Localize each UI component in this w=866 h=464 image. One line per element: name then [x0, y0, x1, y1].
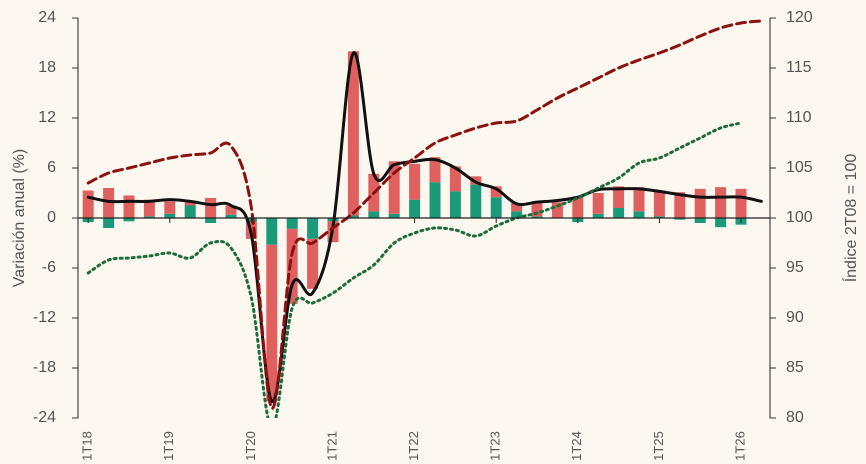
bar-segment: [388, 161, 400, 214]
bar-segment: [572, 196, 584, 218]
bar-segment: [592, 193, 604, 214]
bar-segment: [429, 157, 441, 183]
bar-segment: [266, 218, 278, 245]
y2-tick-label: 120: [786, 9, 813, 26]
y2-tick-label: 100: [786, 209, 813, 226]
y-tick-label: -24: [33, 409, 56, 426]
bar-segment: [347, 51, 359, 216]
bar-segment: [307, 238, 319, 289]
line-series: [86, 51, 763, 403]
bar-segment: [307, 218, 319, 239]
line-series: [86, 121, 743, 418]
line-series: [86, 19, 763, 410]
bar-segment: [653, 216, 665, 218]
bar-segment: [653, 190, 665, 217]
y2-tick-label: 105: [786, 159, 813, 176]
bar-segment: [205, 218, 217, 223]
bar-segment: [429, 182, 441, 218]
bar-segment: [633, 187, 645, 212]
bar-segment: [286, 218, 298, 229]
bar-segment: [449, 166, 461, 192]
bar-segment: [409, 163, 421, 200]
bar-segment: [531, 202, 543, 217]
x-tick-label: 1T22: [406, 431, 421, 461]
bar-segment: [511, 211, 523, 218]
bar-segment: [613, 208, 625, 218]
bar-segment: [225, 214, 237, 218]
bar-segment: [388, 213, 400, 218]
y-tick-label: 18: [38, 59, 56, 76]
x-tick-label: 1T18: [80, 431, 95, 461]
bar-segment: [490, 186, 502, 198]
bar-segment: [694, 188, 706, 218]
bar-segment: [613, 186, 625, 208]
y2-tick-label: 115: [786, 59, 812, 76]
x-tick-label: 1T25: [651, 431, 666, 461]
bar-segment: [143, 199, 155, 217]
bar-segment: [164, 201, 176, 214]
bar-segment: [184, 205, 196, 218]
bar-segment: [511, 203, 523, 212]
bar-segment: [205, 198, 217, 218]
bar-segment: [551, 202, 563, 218]
y-tick-label: 6: [47, 159, 56, 176]
bar-segment: [123, 218, 135, 222]
x-tick-label: 1T23: [488, 431, 503, 461]
bar-segment: [409, 199, 421, 218]
y2-tick-label: 80: [786, 409, 804, 426]
bar-segment: [103, 188, 115, 218]
y2-tick-label: 90: [786, 309, 804, 326]
y-tick-label: -6: [42, 259, 56, 276]
bar-segment: [286, 228, 298, 304]
y2-axis-label: Índice 2T08 = 100: [841, 154, 860, 283]
bar-segment: [143, 216, 155, 218]
bar-segment: [674, 218, 686, 220]
bar-segment: [694, 218, 706, 223]
x-tick-label: 1T24: [569, 431, 584, 461]
bar-segment: [633, 211, 645, 218]
x-tick-label: 1T26: [732, 431, 747, 461]
y-tick-label: 0: [47, 209, 56, 226]
y2-tick-label: 95: [786, 259, 804, 276]
bar-segment: [225, 205, 237, 215]
bar-segment: [470, 184, 482, 218]
bar-segment: [592, 213, 604, 218]
bar-segment: [347, 215, 359, 218]
bar-segment: [715, 187, 727, 218]
bar-segment: [103, 218, 115, 228]
bar-segment: [490, 197, 502, 218]
bar-segment: [184, 200, 196, 206]
bar-segment: [164, 213, 176, 218]
bar-segment: [123, 195, 135, 218]
bar-segment: [82, 190, 94, 218]
y-tick-label: 12: [38, 109, 56, 126]
y-tick-label: 24: [38, 9, 56, 26]
bar-segment: [449, 191, 461, 218]
y-tick-label: -12: [33, 309, 56, 326]
bar-segment: [266, 244, 278, 402]
bar-segment: [715, 218, 727, 228]
bar-segment: [674, 192, 686, 218]
y2-tick-label: 85: [786, 359, 804, 376]
x-tick-label: 1T21: [324, 431, 339, 461]
x-tick-label: 1T20: [243, 431, 258, 461]
y-axis-label: Variación anual (%): [11, 149, 28, 287]
x-tick-label: 1T19: [161, 431, 176, 461]
bar-segment: [735, 188, 747, 218]
y2-tick-label: 110: [786, 109, 812, 126]
bar-segment: [531, 216, 543, 218]
plot-area: [82, 19, 763, 418]
bar-segment: [368, 211, 380, 218]
y-tick-label: -18: [33, 359, 56, 376]
